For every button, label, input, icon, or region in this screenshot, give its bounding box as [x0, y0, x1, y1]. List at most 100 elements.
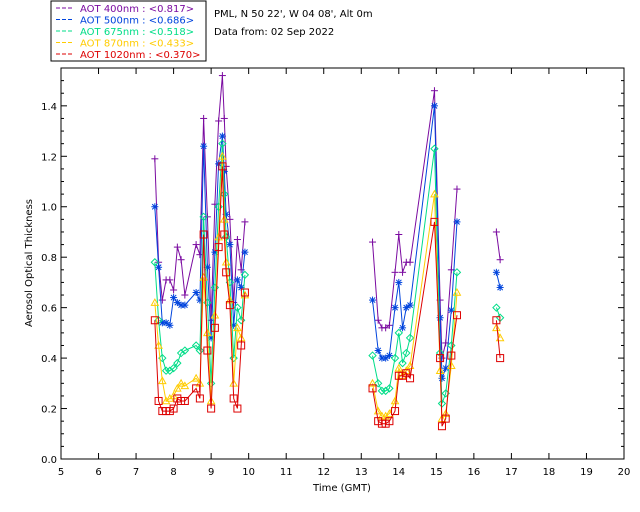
data-point [492, 323, 501, 332]
data-point [391, 407, 400, 416]
data-point [385, 384, 394, 393]
data-point [492, 316, 501, 325]
y-tick-label: 0.4 [41, 354, 57, 365]
data-point [192, 384, 201, 393]
data-point [226, 215, 234, 223]
series-4 [150, 162, 505, 431]
series-line [372, 105, 458, 379]
data-point [237, 341, 246, 350]
data-point [442, 364, 450, 372]
legend-entry: AOT 675nm : <0.518> [80, 27, 194, 38]
data-point [222, 268, 231, 277]
data-point [369, 296, 377, 304]
data-point [381, 386, 390, 396]
data-point [191, 373, 201, 382]
data-point [165, 366, 175, 375]
x-tick-label: 13 [355, 467, 368, 478]
y-tick-label: 0.8 [41, 253, 57, 264]
x-tick-label: 17 [505, 467, 518, 478]
data-point [382, 324, 390, 332]
data-point [406, 374, 415, 383]
data-point [496, 354, 505, 363]
data-point [218, 162, 227, 171]
data-point [166, 321, 174, 329]
plot-frame [60, 67, 625, 460]
legend-entry: AOT 870nm : <0.433> [80, 39, 194, 50]
data-point [430, 144, 439, 153]
series-line [495, 307, 501, 318]
data-point [241, 248, 249, 256]
data-point [241, 218, 249, 226]
data-point [192, 241, 200, 249]
data-point [394, 328, 404, 338]
site-info: PML, N 50 22', W 04 08', Alt 0m [214, 9, 373, 20]
y-tick-label: 1.2 [41, 152, 57, 163]
data-point [180, 396, 189, 405]
data-point [154, 396, 163, 405]
data-point [430, 102, 438, 110]
data-point [203, 346, 212, 355]
x-tick-label: 15 [430, 467, 443, 478]
x-tick-label: 16 [467, 467, 480, 478]
data-point [218, 132, 226, 140]
data-point [218, 72, 226, 80]
series-layer [150, 72, 505, 431]
data-point [150, 298, 160, 306]
data-point [406, 301, 414, 309]
data-point [220, 189, 229, 199]
data-point [391, 268, 399, 276]
data-point [200, 142, 208, 150]
data-point [200, 114, 208, 122]
x-tick-label: 7 [133, 467, 139, 478]
data-point [176, 348, 186, 358]
data-point [453, 218, 461, 226]
data-point [374, 316, 382, 324]
x-tick-label: 18 [543, 467, 556, 478]
data-point [373, 379, 383, 388]
data-point [220, 114, 228, 122]
series-2 [150, 139, 505, 408]
data-point [452, 268, 462, 277]
x-tick-label: 20 [618, 467, 631, 478]
data-point [195, 394, 204, 403]
data-point [496, 256, 504, 264]
data-point [215, 117, 223, 125]
data-point [492, 228, 500, 236]
data-point [452, 311, 461, 320]
data-point [385, 352, 393, 360]
data-point [157, 376, 167, 385]
series-3 [150, 151, 505, 422]
data-point [177, 256, 185, 264]
data-point [492, 268, 500, 276]
data-point [399, 324, 407, 332]
legend-entry: AOT 400nm : <0.817> [80, 4, 194, 15]
y-tick-label: 1.4 [41, 102, 57, 113]
legend-box [50, 0, 207, 62]
data-point [218, 151, 227, 160]
date-info: Data from: 02 Sep 2022 [214, 27, 334, 38]
data-point [206, 379, 216, 388]
data-point [385, 321, 393, 329]
data-point [233, 323, 242, 332]
data-point [402, 348, 411, 358]
series-line [372, 148, 458, 404]
data-point [368, 378, 377, 387]
data-point [398, 358, 407, 368]
data-point [368, 384, 377, 393]
data-point [395, 230, 403, 238]
x-tick-label: 10 [242, 467, 255, 478]
series-line [495, 231, 501, 260]
data-point [214, 243, 223, 252]
data-point [226, 241, 234, 249]
data-point [436, 314, 444, 322]
axes: 5 6 7 8 9 10 11 12 13 14 15 16 17 18 19 20 0.0 0.2 0.4 0.6 0… [41, 68, 630, 478]
data-point [233, 404, 242, 413]
data-point [207, 404, 216, 413]
data-point [377, 386, 387, 396]
data-point [452, 287, 462, 296]
x-tick-label: 9 [208, 467, 214, 478]
series-line [495, 320, 501, 359]
data-point [233, 303, 242, 312]
data-point [399, 268, 407, 276]
y-axis-label: Aerosol Optical Thickness [24, 199, 35, 327]
